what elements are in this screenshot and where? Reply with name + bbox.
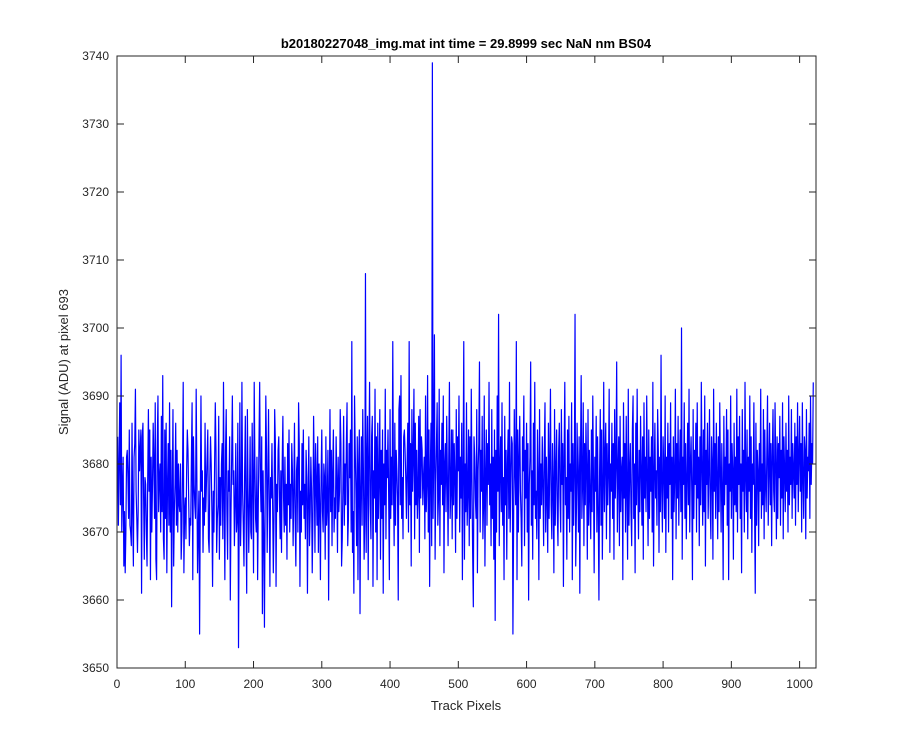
y-tick-label: 3680 — [82, 457, 109, 471]
y-tick-label: 3710 — [82, 253, 109, 267]
x-tick-label: 800 — [653, 677, 673, 691]
x-axis-label: Track Pixels — [431, 698, 502, 713]
plot-area — [117, 56, 816, 668]
y-tick-label: 3730 — [82, 117, 109, 131]
x-tick-label: 1000 — [786, 677, 813, 691]
x-tick-label: 0 — [114, 677, 121, 691]
x-tick-label: 300 — [312, 677, 332, 691]
y-tick-label: 3720 — [82, 185, 109, 199]
x-tick-label: 900 — [721, 677, 741, 691]
series-line — [117, 62, 814, 649]
x-tick-label: 700 — [585, 677, 605, 691]
x-tick-label: 400 — [380, 677, 400, 691]
axes-box — [116, 55, 817, 669]
x-ticks: 0 100 200 300 400 500 600 700 800 900 1000 — [114, 56, 813, 691]
y-tick-label: 3690 — [82, 389, 109, 403]
x-tick-label: 600 — [517, 677, 537, 691]
y-tick-label: 3650 — [82, 661, 109, 675]
series-layer — [117, 62, 814, 649]
y-tick-label: 3670 — [82, 525, 109, 539]
x-tick-label: 200 — [244, 677, 264, 691]
y-tick-label: 3660 — [82, 593, 109, 607]
x-tick-label: 100 — [175, 677, 195, 691]
y-ticks: 3650 3660 3670 3680 3690 3700 3710 3720 3730 3740 — [82, 49, 816, 675]
y-tick-label: 3700 — [82, 321, 109, 335]
y-axis-label: Signal (ADU) at pixel 693 — [56, 289, 71, 435]
y-tick-label: 3740 — [82, 49, 109, 63]
chart-title: b20180227048_img.mat int time = 29.8999 … — [281, 36, 652, 51]
x-tick-label: 500 — [448, 677, 468, 691]
